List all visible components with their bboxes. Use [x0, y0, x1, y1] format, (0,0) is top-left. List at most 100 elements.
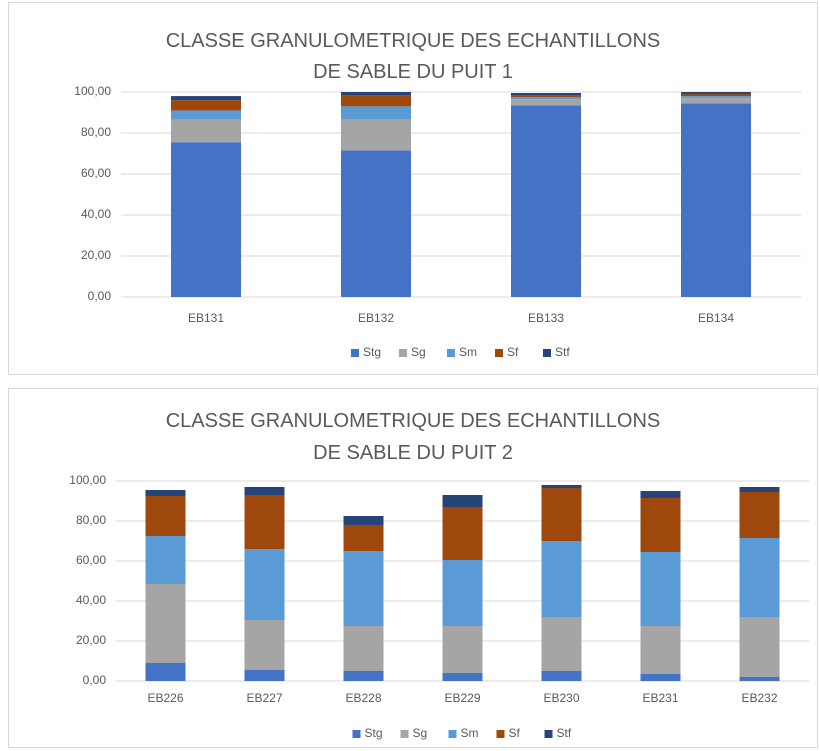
bar-segment [343, 671, 384, 681]
chart-title: CLASSE GRANULOMETRIQUE DES ECHANTILLONS … [165, 410, 661, 464]
x-tick-label: EB131 [188, 311, 224, 325]
legend-swatch [351, 349, 359, 357]
bar-segment [541, 485, 582, 488]
x-tick-label: EB229 [444, 691, 480, 705]
legend-swatch [448, 730, 457, 738]
x-tick-label: EB231 [642, 691, 678, 705]
bar-segment [244, 487, 285, 495]
bar-segment [145, 496, 186, 536]
legend-label: Sm [459, 345, 477, 359]
x-tick-label: EB227 [246, 691, 282, 705]
bar-segment [739, 617, 780, 677]
bar-segment [541, 617, 582, 671]
bar-segment [681, 92, 751, 95]
bar-segment [681, 94, 751, 97]
bar-segment [341, 150, 411, 297]
bar-segment [541, 488, 582, 541]
y-tick-label: 20,00 [81, 248, 111, 262]
legend-label: Sm [461, 726, 479, 740]
bar-segment [511, 93, 581, 96]
bar-segment [442, 626, 483, 673]
bar-segment [341, 119, 411, 151]
bar-segment [640, 552, 681, 626]
bar-segment [341, 95, 411, 107]
legend-swatch [400, 730, 409, 738]
bar-segment [640, 498, 681, 552]
chart-panel: 0,00 20,00 40,00 60,00 80,00 100,00 EB131 EB132… [8, 2, 818, 375]
bar-segment [244, 670, 285, 681]
bar-segment [145, 584, 186, 663]
y-tick-label: 60,00 [81, 166, 111, 180]
legend-swatch [447, 349, 455, 357]
bar-segment [739, 677, 780, 681]
bar-segment [343, 525, 384, 551]
bar-segment [511, 97, 581, 100]
bar-segment [640, 626, 681, 674]
bar-segment [343, 551, 384, 626]
legend-swatch [399, 349, 407, 357]
bar-segment [681, 98, 751, 104]
y-tick-label: 80,00 [81, 125, 111, 139]
legend-label: Sf [509, 726, 521, 740]
legend-swatch [352, 730, 361, 738]
bar-segment [244, 620, 285, 670]
legend-swatch [495, 349, 503, 357]
bar-segment [343, 516, 384, 525]
legend-label: Sg [413, 726, 428, 740]
chart: 0,00 20,00 40,00 60,00 80,00 100,00 EB131 EB132… [74, 84, 801, 359]
bar-segment [171, 110, 241, 120]
bar-segment [681, 103, 751, 298]
y-tick-label: 40,00 [81, 207, 111, 221]
legend-label: Stg [365, 726, 383, 740]
bar-segment [171, 142, 241, 297]
bar-segment [171, 119, 241, 143]
legend-swatch [496, 730, 505, 738]
x-tick-label: EB230 [543, 691, 579, 705]
bar-segment [739, 487, 780, 492]
bar-segment [244, 549, 285, 620]
bar-segment [640, 491, 681, 498]
bar-segment [541, 541, 582, 617]
legend-label: Sf [507, 345, 519, 359]
bar-segment [171, 100, 241, 111]
legend-swatch [543, 349, 551, 357]
y-tick-label: 20,00 [76, 633, 106, 647]
legend-swatch [544, 730, 553, 738]
legend-label: Stf [557, 726, 572, 740]
bar-segment [244, 495, 285, 549]
legend-label: Stg [363, 345, 381, 359]
y-tick-label: 0,00 [88, 289, 112, 303]
x-tick-label: EB228 [345, 691, 381, 705]
bar-segment [681, 96, 751, 99]
y-tick-label: 80,00 [76, 513, 106, 527]
y-tick-label: 100,00 [69, 473, 106, 487]
bar-segment [739, 492, 780, 538]
x-tick-label: EB134 [698, 311, 734, 325]
bar-segment [343, 626, 384, 671]
bar-segment [442, 495, 483, 507]
chart-panel: 0,00 20,00 40,00 60,00 80,00 100,00 EB226 EB227… [8, 388, 818, 748]
y-tick-label: 0,00 [83, 673, 107, 687]
bar-segment [541, 671, 582, 681]
bar-segment [442, 560, 483, 626]
x-tick-label: EB133 [528, 311, 564, 325]
bar-segment [341, 92, 411, 96]
y-tick-label: 40,00 [76, 593, 106, 607]
legend-label: Sg [411, 345, 426, 359]
bar-segment [739, 538, 780, 617]
x-tick-label: EB232 [741, 691, 777, 705]
chart-title: CLASSE GRANULOMETRIQUE DES ECHANTILLONS … [165, 30, 661, 83]
y-tick-label: 60,00 [76, 553, 106, 567]
bar-segment [511, 105, 581, 297]
bar-segment [442, 507, 483, 560]
bar-segment [511, 95, 581, 98]
x-tick-label: EB226 [147, 691, 183, 705]
bar-segment [442, 673, 483, 681]
bar-segment [145, 663, 186, 681]
chart: 0,00 20,00 40,00 60,00 80,00 100,00 EB226 EB227… [69, 473, 809, 740]
legend-label: Stf [555, 345, 570, 359]
x-tick-label: EB132 [358, 311, 394, 325]
bar-segment [341, 106, 411, 120]
bar-segment [511, 99, 581, 106]
